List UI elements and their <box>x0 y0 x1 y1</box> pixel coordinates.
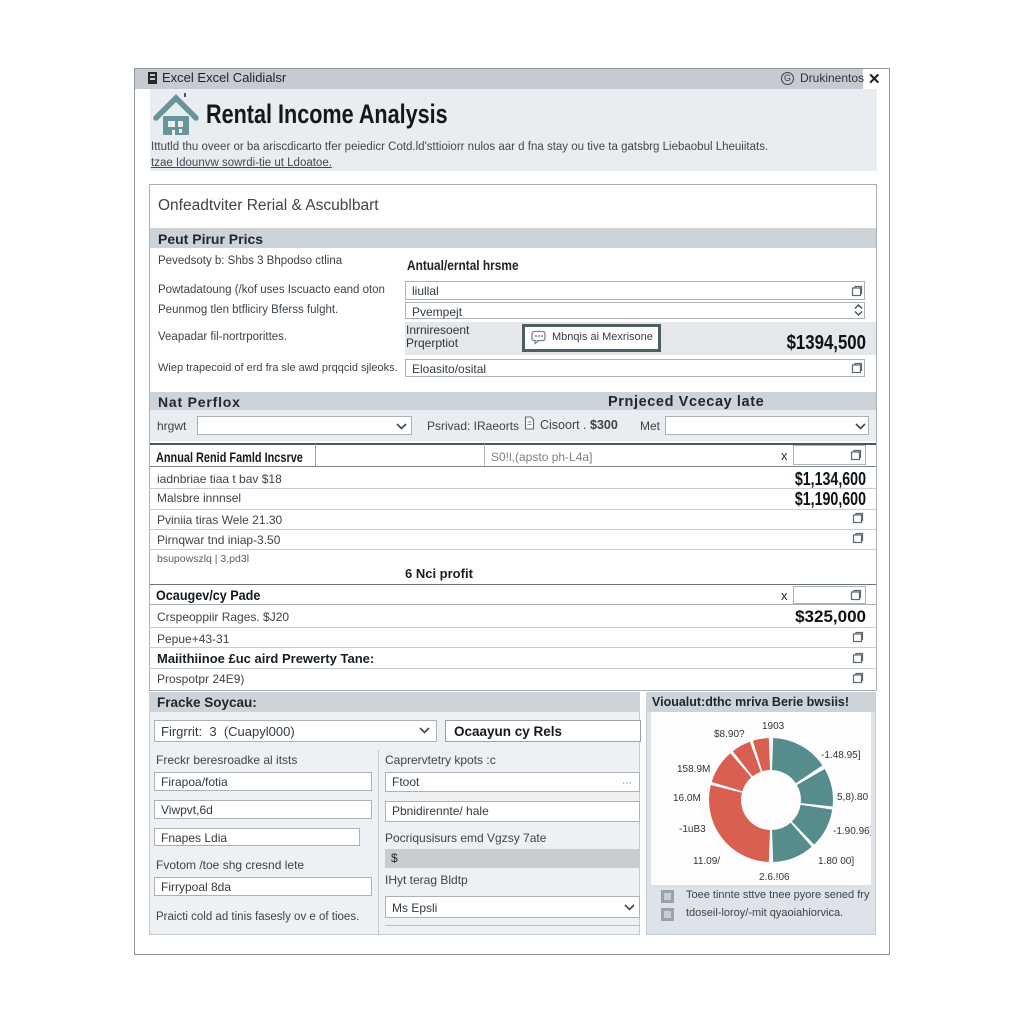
svg-text:5,8).80: 5,8).80 <box>837 792 869 803</box>
svg-text:11.09/: 11.09/ <box>693 856 720 867</box>
svg-text:1.80 00]: 1.80 00] <box>818 856 854 867</box>
svg-text:-1uB3: -1uB3 <box>679 824 706 835</box>
svg-text:-1.48.95]: -1.48.95] <box>821 750 861 761</box>
svg-text:2.6.!06: 2.6.!06 <box>759 872 790 883</box>
svg-text:16.0M: 16.0M <box>673 793 701 804</box>
svg-text:1903: 1903 <box>762 721 785 732</box>
svg-text:-1.90.96]: -1.90.96] <box>833 826 871 837</box>
svg-text:$8.90?: $8.90? <box>714 729 745 740</box>
svg-text:158.9M: 158.9M <box>677 764 710 775</box>
